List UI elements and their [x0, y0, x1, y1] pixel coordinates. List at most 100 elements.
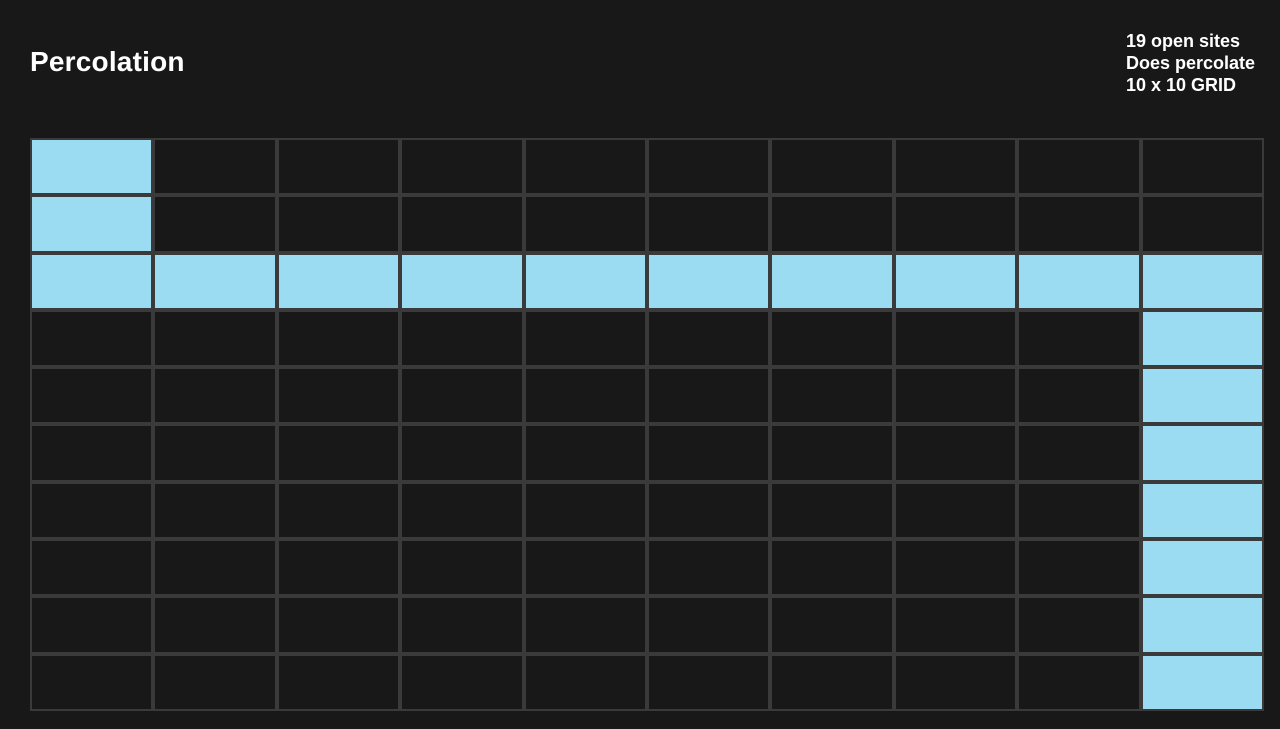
grid-cell-closed[interactable]	[155, 598, 275, 652]
grid-cell-closed[interactable]	[649, 140, 769, 194]
grid-cell-closed[interactable]	[402, 140, 522, 194]
grid-cell-open[interactable]	[1142, 483, 1262, 538]
grid-cell-closed[interactable]	[402, 541, 522, 595]
grid-cell-open[interactable]	[649, 254, 769, 308]
grid-cell-closed[interactable]	[525, 140, 645, 194]
grid-cell-open[interactable]	[772, 254, 892, 308]
grid-cell-closed[interactable]	[525, 426, 645, 480]
grid-cell-open[interactable]	[402, 254, 522, 308]
grid-cell-closed[interactable]	[895, 311, 1016, 366]
grid-cell-open[interactable]	[1142, 369, 1262, 423]
grid-cell-closed[interactable]	[402, 197, 522, 251]
grid-cell-open[interactable]	[1019, 254, 1139, 308]
grid-cell-closed[interactable]	[402, 369, 522, 423]
grid-cell-closed[interactable]	[155, 369, 275, 423]
grid-cell-closed[interactable]	[1019, 369, 1139, 423]
grid-cell-closed[interactable]	[1019, 197, 1139, 251]
grid-cell-closed[interactable]	[772, 483, 892, 538]
grid-cell-closed[interactable]	[32, 598, 152, 652]
grid-cell-closed[interactable]	[278, 311, 399, 366]
grid-cell-closed[interactable]	[1019, 655, 1139, 709]
grid-cell-closed[interactable]	[278, 541, 399, 595]
grid-cell-open[interactable]	[32, 197, 152, 251]
grid-cell-closed[interactable]	[895, 483, 1016, 538]
grid-cell-closed[interactable]	[649, 426, 769, 480]
grid-cell-closed[interactable]	[1142, 197, 1262, 251]
grid-cell-closed[interactable]	[772, 140, 892, 194]
grid-cell-closed[interactable]	[155, 426, 275, 480]
grid-cell-closed[interactable]	[525, 483, 645, 538]
grid-cell-open[interactable]	[155, 254, 275, 308]
grid-cell-closed[interactable]	[402, 655, 522, 709]
grid-cell-closed[interactable]	[402, 483, 522, 538]
grid-cell-closed[interactable]	[278, 655, 399, 709]
grid-cell-closed[interactable]	[278, 369, 399, 423]
grid-cell-open[interactable]	[1142, 426, 1262, 480]
grid-cell-closed[interactable]	[649, 197, 769, 251]
grid-cell-closed[interactable]	[895, 140, 1016, 194]
grid-cell-closed[interactable]	[155, 655, 275, 709]
grid-cell-closed[interactable]	[402, 426, 522, 480]
grid-cell-closed[interactable]	[895, 197, 1016, 251]
grid-cell-closed[interactable]	[1019, 598, 1139, 652]
grid-cell-closed[interactable]	[155, 541, 275, 595]
grid-cell-closed[interactable]	[772, 369, 892, 423]
grid-cell-closed[interactable]	[32, 426, 152, 480]
grid-cell-closed[interactable]	[895, 541, 1016, 595]
grid-cell-closed[interactable]	[895, 426, 1016, 480]
grid-cell-closed[interactable]	[1019, 541, 1139, 595]
grid-cell-closed[interactable]	[525, 655, 645, 709]
grid-cell-closed[interactable]	[895, 369, 1016, 423]
grid-cell-closed[interactable]	[772, 311, 892, 366]
grid-cell-closed[interactable]	[1019, 140, 1139, 194]
grid-cell-closed[interactable]	[155, 483, 275, 538]
grid-cell-closed[interactable]	[772, 541, 892, 595]
grid-cell-closed[interactable]	[772, 426, 892, 480]
grid-cell-closed[interactable]	[649, 655, 769, 709]
grid-cell-closed[interactable]	[32, 311, 152, 366]
grid-cell-closed[interactable]	[525, 541, 645, 595]
grid-cell-closed[interactable]	[32, 541, 152, 595]
grid-cell-closed[interactable]	[155, 311, 275, 366]
grid-cell-closed[interactable]	[1019, 483, 1139, 538]
grid-cell-open[interactable]	[32, 140, 152, 194]
grid-cell-closed[interactable]	[895, 598, 1016, 652]
grid-cell-closed[interactable]	[649, 311, 769, 366]
grid-cell-closed[interactable]	[525, 197, 645, 251]
grid-cell-closed[interactable]	[278, 197, 399, 251]
grid-cell-closed[interactable]	[32, 655, 152, 709]
grid-cell-closed[interactable]	[772, 598, 892, 652]
grid-cell-closed[interactable]	[649, 369, 769, 423]
grid-cell-closed[interactable]	[1019, 426, 1139, 480]
grid-cell-open[interactable]	[1142, 598, 1262, 652]
grid-cell-open[interactable]	[1142, 311, 1262, 366]
grid-cell-open[interactable]	[1142, 254, 1262, 308]
grid-cell-open[interactable]	[278, 254, 399, 308]
grid-cell-closed[interactable]	[525, 311, 645, 366]
grid-cell-open[interactable]	[32, 254, 152, 308]
grid-cell-open[interactable]	[1142, 541, 1262, 595]
grid-cell-open[interactable]	[895, 254, 1016, 308]
grid-cell-open[interactable]	[1142, 655, 1262, 709]
grid-cell-closed[interactable]	[525, 598, 645, 652]
grid-cell-closed[interactable]	[772, 655, 892, 709]
grid-cell-open[interactable]	[525, 254, 645, 308]
grid-cell-closed[interactable]	[278, 598, 399, 652]
grid-cell-closed[interactable]	[278, 140, 399, 194]
grid-cell-closed[interactable]	[649, 541, 769, 595]
grid-cell-closed[interactable]	[649, 483, 769, 538]
grid-cell-closed[interactable]	[155, 197, 275, 251]
grid-cell-closed[interactable]	[278, 483, 399, 538]
grid-cell-closed[interactable]	[649, 598, 769, 652]
grid-cell-closed[interactable]	[155, 140, 275, 194]
grid-cell-closed[interactable]	[278, 426, 399, 480]
grid-cell-closed[interactable]	[1019, 311, 1139, 366]
grid-cell-closed[interactable]	[895, 655, 1016, 709]
grid-cell-closed[interactable]	[402, 598, 522, 652]
grid-cell-closed[interactable]	[32, 483, 152, 538]
grid-cell-closed[interactable]	[1142, 140, 1262, 194]
grid-cell-closed[interactable]	[525, 369, 645, 423]
grid-cell-closed[interactable]	[772, 197, 892, 251]
grid-cell-closed[interactable]	[402, 311, 522, 366]
grid-cell-closed[interactable]	[32, 369, 152, 423]
